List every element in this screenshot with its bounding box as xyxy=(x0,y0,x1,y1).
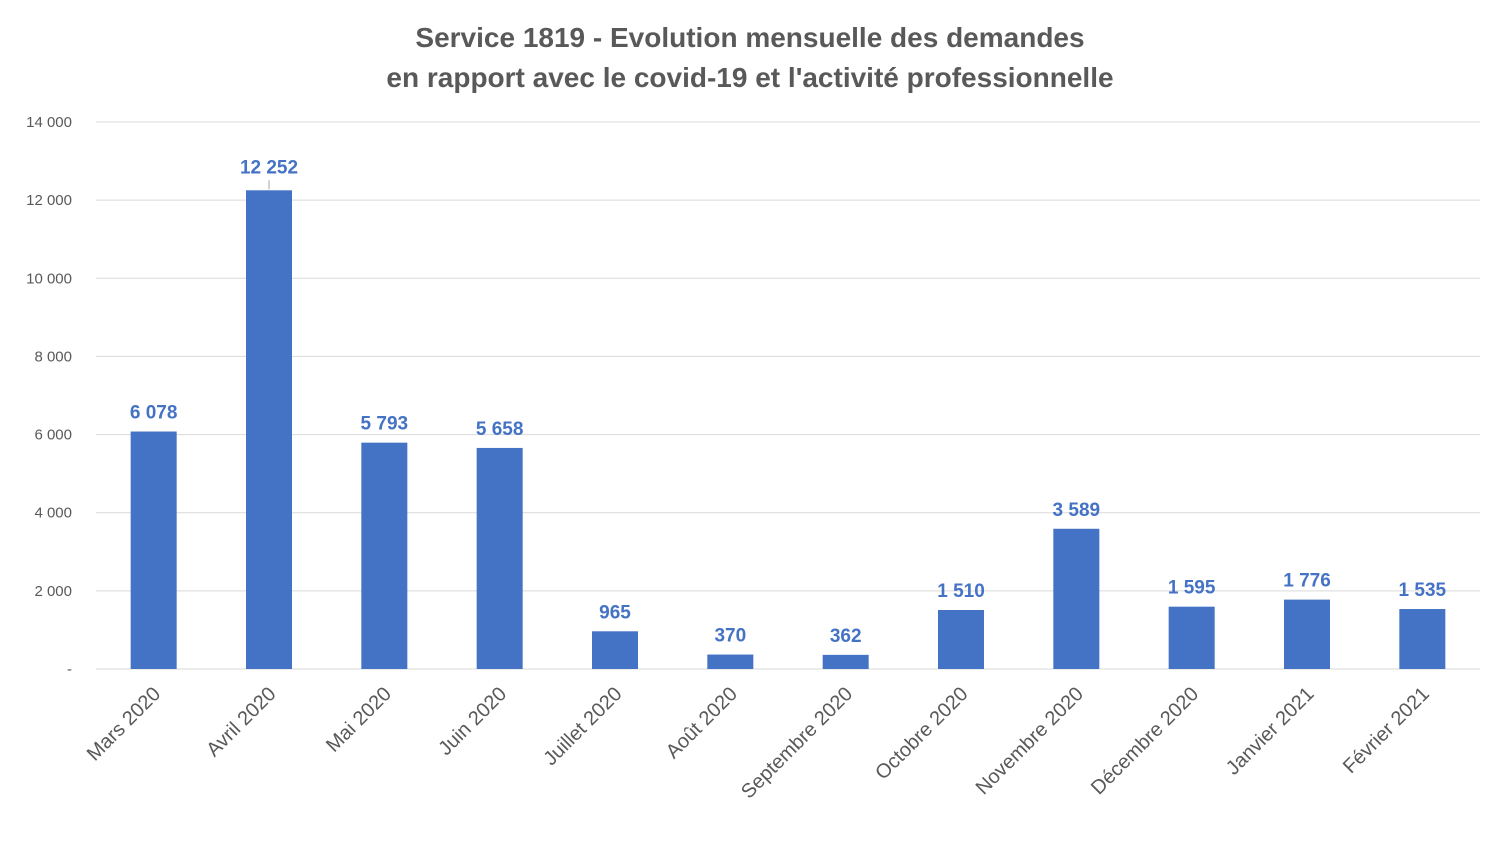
bar xyxy=(1053,528,1100,669)
data-label: 1 510 xyxy=(937,581,985,602)
bar xyxy=(130,431,177,669)
y-tick-label: 8 000 xyxy=(34,348,72,365)
bar xyxy=(707,654,754,669)
y-tick-label: 14 000 xyxy=(26,114,72,131)
bar xyxy=(938,610,984,669)
data-label: 5 658 xyxy=(476,419,524,440)
x-tick-label: Décembre 2020 xyxy=(1087,683,1203,799)
bar xyxy=(592,631,638,669)
x-tick-label: Juin 2020 xyxy=(434,683,511,760)
chart-subtitle: en rapport avec le covid-19 et l'activit… xyxy=(386,62,1114,93)
y-tick-label: 4 000 xyxy=(34,505,72,522)
bar xyxy=(361,442,408,669)
y-tick-label: - xyxy=(67,661,72,678)
x-tick-label: Novembre 2020 xyxy=(972,683,1088,799)
bar xyxy=(476,447,523,669)
bar xyxy=(822,654,869,669)
x-tick-label: Octobre 2020 xyxy=(871,683,972,784)
y-tick-label: 12 000 xyxy=(26,192,72,209)
chart-title-block: Service 1819 - Evolution mensuelle des d… xyxy=(0,18,1500,98)
x-tick-label: Septembre 2020 xyxy=(737,683,857,803)
x-tick-label: Mai 2020 xyxy=(322,683,396,757)
bar xyxy=(1284,599,1330,669)
bar xyxy=(1168,606,1215,669)
x-tick-label: Janvier 2021 xyxy=(1222,683,1319,780)
data-label: 12 252 xyxy=(240,157,298,178)
data-label: 3 589 xyxy=(1053,500,1101,521)
data-label: 370 xyxy=(714,626,746,647)
x-tick-label: Mars 2020 xyxy=(83,683,165,765)
data-label: 965 xyxy=(599,602,631,623)
data-label: 1 595 xyxy=(1168,578,1216,599)
data-label: 1 535 xyxy=(1399,580,1447,601)
bar xyxy=(246,190,292,669)
data-label: 1 776 xyxy=(1283,571,1331,592)
chart-title: Service 1819 - Evolution mensuelle des d… xyxy=(415,22,1085,53)
x-tick-label: Août 2020 xyxy=(662,683,742,763)
x-tick-label: Avril 2020 xyxy=(202,683,280,761)
data-label: 362 xyxy=(830,626,862,647)
x-tick-label: Février 2021 xyxy=(1339,683,1434,778)
y-tick-label: 2 000 xyxy=(34,583,72,600)
x-tick-label: Juillet 2020 xyxy=(539,683,626,770)
y-tick-label: 10 000 xyxy=(26,270,72,287)
bar xyxy=(1399,609,1446,669)
data-label: 5 793 xyxy=(361,414,409,435)
data-label: 6 078 xyxy=(130,403,178,424)
y-tick-label: 6 000 xyxy=(34,427,72,444)
